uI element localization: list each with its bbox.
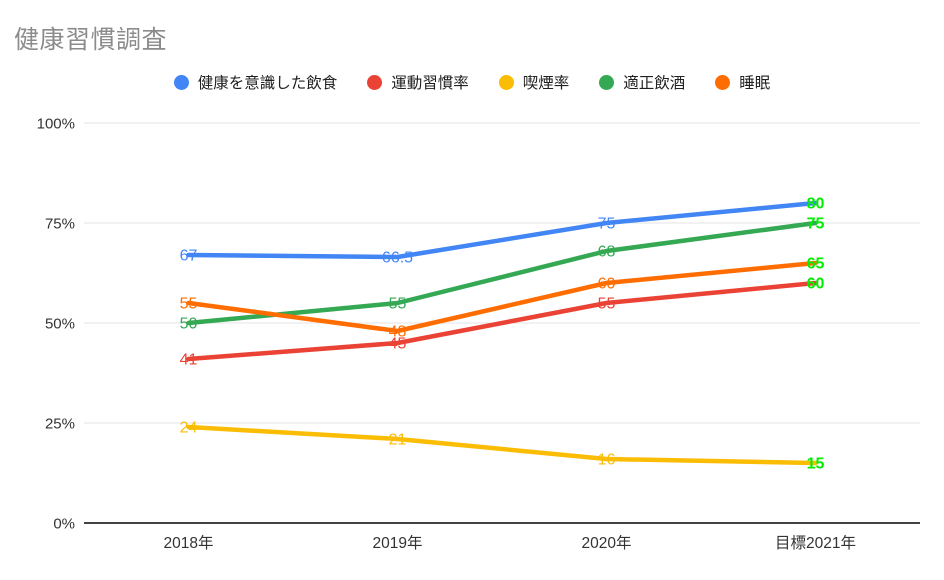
x-tick-label: 2019年: [373, 534, 423, 552]
data-label: 41: [180, 352, 198, 369]
legend-swatch-icon: [173, 74, 189, 90]
legend-swatch-icon: [367, 74, 383, 90]
data-label: 55: [598, 296, 616, 313]
legend-swatch-icon: [715, 74, 731, 90]
series-line: [186, 200, 818, 260]
x-tick-label: 2018年: [164, 534, 214, 552]
series-line: [186, 280, 818, 362]
x-tick-label: 2020年: [582, 534, 632, 552]
data-label: 45: [389, 336, 407, 353]
y-tick-label: 50%: [45, 316, 75, 333]
x-tick-label: 目標2021年: [775, 534, 856, 552]
legend-item-3: 適正飲酒: [599, 71, 685, 93]
y-tick-label: 75%: [45, 216, 75, 233]
data-label: 50: [180, 316, 198, 333]
data-label: 75: [598, 216, 616, 233]
data-label: 75: [807, 216, 825, 233]
data-label: 15: [807, 456, 825, 473]
data-label: 24: [180, 420, 198, 437]
series-line: [186, 424, 818, 466]
data-label: 65: [807, 256, 825, 273]
series-line: [186, 260, 818, 334]
data-label: 66.5: [382, 250, 413, 267]
data-label: 55: [389, 296, 407, 313]
chart-title: 健康習慣調査: [14, 26, 168, 54]
data-label: 67: [180, 248, 198, 265]
legend-label: 健康を意識した飲食: [197, 75, 338, 92]
y-tick-label: 25%: [45, 416, 75, 433]
legend-swatch-icon: [599, 74, 615, 90]
data-label: 80: [807, 196, 825, 213]
legend-item-4: 睡眠: [715, 71, 770, 93]
data-label: 55: [180, 296, 198, 313]
legend-item-1: 運動習慣率: [367, 71, 469, 93]
legend-label: 睡眠: [739, 75, 771, 92]
legend-label: 適正飲酒: [623, 75, 686, 92]
series-line: [186, 220, 818, 326]
legend-item-2: 喫煙率: [498, 71, 570, 93]
y-tick-label: 0%: [53, 516, 75, 533]
legend-item-0: 健康を意識した飲食: [173, 71, 338, 93]
legend-label: 運動習慣率: [391, 75, 469, 92]
data-label: 60: [807, 276, 825, 293]
legend-label: 喫煙率: [522, 75, 570, 92]
data-label: 16: [598, 452, 616, 469]
data-label: 60: [598, 276, 616, 293]
y-tick-label: 100%: [37, 116, 75, 133]
data-label: 48: [389, 324, 407, 341]
data-label: 68: [598, 244, 616, 261]
chart-legend: 健康を意識した飲食 運動習慣率 喫煙率 適正飲酒 睡眠: [0, 71, 944, 93]
legend-swatch-icon: [498, 74, 514, 90]
data-label: 21: [389, 432, 407, 449]
